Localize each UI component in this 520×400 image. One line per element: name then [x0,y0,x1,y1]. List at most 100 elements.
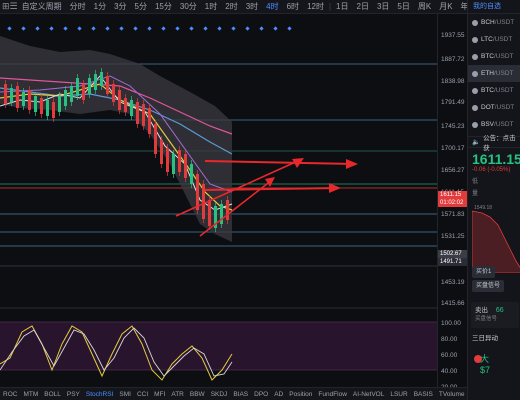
candle-body [172,154,175,174]
alert-badge [474,355,482,363]
candle-body [10,88,13,102]
period-tab-13[interactable]: 2日 [356,1,369,11]
custom-period-button[interactable]: 自定义周期 [21,1,62,11]
coin-symbol: LTC [481,36,493,43]
indicator-tab-7[interactable]: MFI [154,390,166,398]
period-tab-0[interactable]: 分时 [69,1,86,11]
watchlist-item[interactable]: LTC/USDT [468,31,520,48]
watchlist-item[interactable]: BCH/USDT [468,14,520,31]
drawn-trend-line [199,179,273,237]
period-tab-17[interactable]: 月K [439,1,453,11]
watchlist-item[interactable]: BTC/USDT [468,48,520,65]
period-tab-1[interactable]: 1分 [93,1,107,11]
notice-text: 公告：点击获 [483,135,516,152]
watchlist-item[interactable]: DOT/USDT [468,99,520,116]
indicator-tab-16[interactable]: AI-NetVOL [352,390,385,398]
period-tab-6[interactable]: 1时 [204,1,218,11]
candle-body [190,164,193,184]
period-tab-5[interactable]: 30分 [179,1,197,11]
indicator-tab-9[interactable]: BBW [189,390,205,398]
coin-icon [472,70,478,77]
price-change: -0.06 (-0.05%) [472,167,511,173]
indicator-tab-3[interactable]: PSY [66,390,80,398]
depth-chart [472,210,520,273]
watchlist-item[interactable]: BSV/USDT [468,116,520,133]
period-tab-16[interactable]: 周K [417,1,432,11]
big-label: 大 [480,354,490,364]
drawn-arrow-head [265,177,275,187]
separator: | [328,1,332,11]
candle-body [124,98,127,112]
candle-body [208,200,211,226]
signal-marker [21,26,26,31]
list-layout-icon[interactable]: ☰ [9,1,18,11]
stoch-d-line [0,327,233,377]
coin-quote: /USDT [494,19,515,26]
signal-marker [105,26,110,31]
indicator-tab-2[interactable]: BOLL [44,390,61,398]
candle-body [148,108,151,134]
indicator-tab-18[interactable]: BASIS [413,390,433,398]
candle-body [94,74,97,90]
indicator-tab-17[interactable]: LSUR [390,390,408,398]
low-label: 低 [472,179,479,185]
period-tab-7[interactable]: 2时 [225,1,238,11]
indicator-tab-14[interactable]: Position [289,390,313,398]
period-tab-15[interactable]: 5日 [397,1,410,11]
indicator-tab-12[interactable]: DPO [254,390,269,398]
signal-marker [35,26,40,31]
triple-day-label[interactable]: 三日异动 [472,335,498,342]
period-tab-10[interactable]: 6时 [286,1,300,11]
signal-marker [231,26,236,31]
notice-bar[interactable]: 🔈 公告：点击获 [468,135,520,152]
indicator-tab-1[interactable]: MTM [23,390,39,398]
sell-signal-box[interactable]: 卖出 66 买盘信号 [471,302,519,328]
indicator-tab-4[interactable]: StochRSI [85,390,114,398]
indicator-tab-13[interactable]: AD [274,390,284,398]
period-tab-8[interactable]: 3时 [245,1,259,11]
period-tab-14[interactable]: 3日 [376,1,390,11]
coin-symbol: ETH [481,70,494,77]
price-tick: 1656.27 [441,167,465,174]
indicator-tab-0[interactable]: ROC [3,390,18,398]
period-tab-11[interactable]: 12时 [307,1,324,11]
signal-marker [287,26,292,31]
price-tick: 1415.66 [441,300,465,307]
candlestick-chart[interactable] [0,14,437,388]
period-tab-2[interactable]: 3分 [114,1,127,11]
indicator-tab-15[interactable]: FundFlow [318,390,347,398]
period-tab-9[interactable]: 4时 [266,1,279,11]
indicator-tab-8[interactable]: ATR [171,390,184,398]
indicator-tab-19[interactable]: TVolume [438,390,465,398]
candle-body [118,90,121,110]
indicator-tab-11[interactable]: BIAS [233,390,249,398]
grid-layout-icon[interactable]: ⊞ [2,1,10,11]
watchlist-item[interactable]: ETH/USDT [468,65,520,82]
buy-signal-button[interactable]: 买盘信号 [472,280,505,292]
speaker-icon: 🔈 [472,139,481,146]
signal-marker [133,26,138,31]
indicator-tab-6[interactable]: CCI [136,390,149,398]
coin-symbol: BSV [481,121,495,128]
coin-quote: /USDT [494,104,515,111]
watchlist-title[interactable]: 我的自选 [468,0,520,14]
candle-body [136,102,139,124]
signal-marker [259,26,264,31]
oscillator-tick: 100.00 [441,320,461,327]
sell-label: 卖出 [475,307,488,314]
low-mark-badge-2: 1491.71 [438,258,468,266]
low-mark-badge: 1502.67 [438,250,468,258]
watchlist-item[interactable]: BTC/USDT [468,82,520,99]
coin-quote: /USDT [492,36,513,43]
period-tab-12[interactable]: 1日 [336,1,349,11]
coin-quote: /USDT [494,121,514,128]
period-tab-3[interactable]: 5分 [134,1,147,11]
signal-marker [175,26,180,31]
signal-marker [77,26,82,31]
coin-symbol: BCH [481,19,495,26]
indicator-tab-5[interactable]: SMI [119,390,131,398]
period-tab-4[interactable]: 15分 [154,1,172,11]
price-tick: 1887.72 [441,56,465,63]
indicator-tab-10[interactable]: SKDJ [210,390,228,398]
coin-icon [472,104,478,111]
